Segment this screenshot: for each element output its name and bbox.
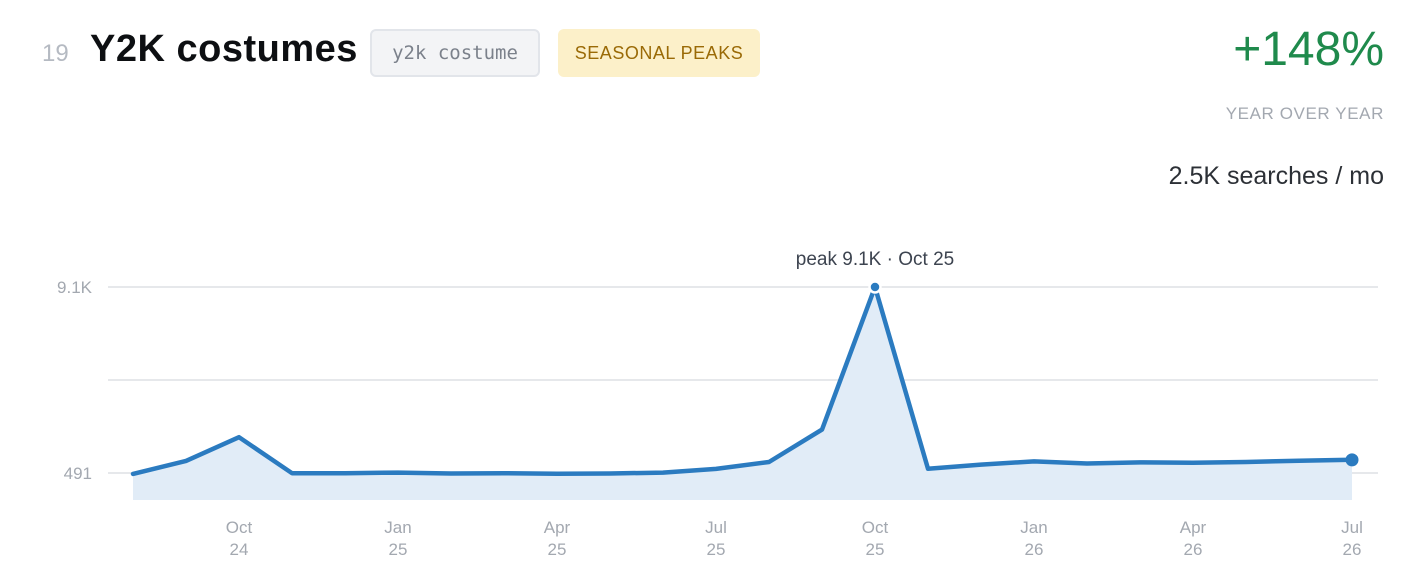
x-tick-month: Jul <box>705 518 727 537</box>
x-tick-year: 26 <box>1343 540 1362 559</box>
peak-label: peak 9.1K · Oct 25 <box>796 249 954 270</box>
search-volume: 2.5K searches / mo <box>1168 162 1384 190</box>
x-tick-year: 25 <box>548 540 567 559</box>
trend-title: Y2K costumes <box>90 28 358 70</box>
x-tick-month: Jul <box>1341 518 1363 537</box>
current-value-marker <box>1345 453 1359 467</box>
x-tick-year: 25 <box>389 540 408 559</box>
rank-number: 19 <box>42 40 69 67</box>
seasonal-tag-badge: SEASONAL PEAKS <box>558 29 760 77</box>
growth-percentage: +148% <box>1233 23 1384 76</box>
x-tick-year: 26 <box>1025 540 1044 559</box>
series-line <box>130 284 1355 477</box>
x-tick-month: Apr <box>544 518 571 537</box>
y-tick-label: 9.1K <box>57 278 93 297</box>
growth-label: YEAR OVER YEAR <box>1225 104 1384 123</box>
x-tick-month: Oct <box>226 518 253 537</box>
x-tick-month: Jan <box>1020 518 1047 537</box>
x-tick-year: 24 <box>230 540 249 559</box>
x-tick-year: 25 <box>866 540 885 559</box>
x-tick-year: 25 <box>707 540 726 559</box>
x-tick-month: Apr <box>1180 518 1207 537</box>
series-area <box>133 287 1352 500</box>
y-tick-label: 491 <box>64 464 92 483</box>
peak-marker <box>868 280 882 294</box>
x-tick-month: Jan <box>384 518 411 537</box>
x-tick-month: Oct <box>862 518 889 537</box>
x-tick-year: 26 <box>1184 540 1203 559</box>
keyword-pill[interactable]: y2k costume <box>370 29 540 77</box>
